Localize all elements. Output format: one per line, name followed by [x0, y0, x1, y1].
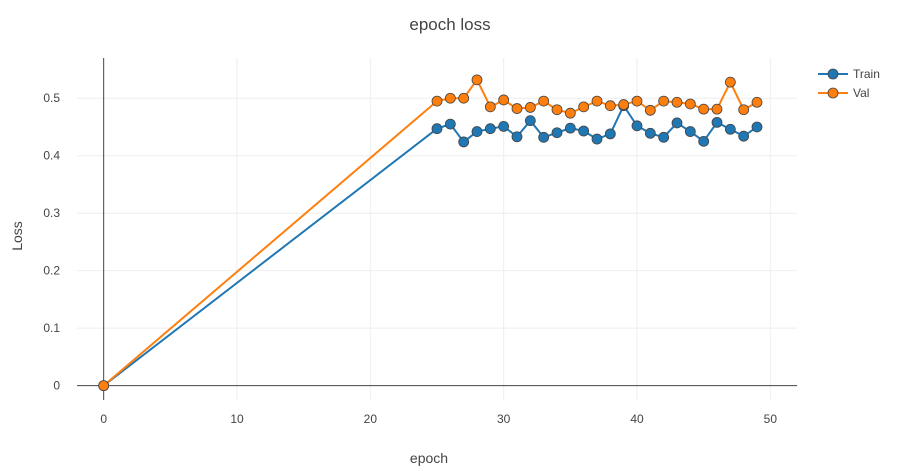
- data-point-val: [511, 103, 523, 114]
- x-tick-label: 20: [364, 412, 378, 426]
- x-tick-label: 30: [497, 412, 511, 426]
- data-point-train: [658, 131, 670, 143]
- data-point-train: [564, 122, 576, 134]
- legend: Train Val: [818, 67, 880, 100]
- x-tick-label: 40: [630, 412, 644, 426]
- data-point-train: [738, 130, 750, 142]
- data-point-train: [511, 131, 523, 143]
- data-point-val: [671, 96, 683, 108]
- data-point-val: [471, 74, 483, 86]
- data-point-val: [684, 98, 696, 110]
- data-point-train: [724, 123, 736, 135]
- data-point-train: [604, 128, 616, 140]
- data-point-train: [524, 115, 536, 127]
- data-point-val: [644, 104, 656, 116]
- data-point-train: [711, 116, 723, 128]
- data-point-val: [538, 95, 550, 107]
- data-point-train: [431, 123, 443, 135]
- grid: [77, 58, 797, 400]
- data-point-val: [604, 100, 616, 112]
- data-point-val: [524, 102, 536, 113]
- data-point-val: [724, 76, 736, 88]
- axes: [77, 58, 797, 400]
- data-point-train: [644, 127, 656, 139]
- data-point-train: [751, 121, 763, 133]
- data-point-train: [538, 131, 550, 143]
- data-point-train: [471, 126, 483, 137]
- chart-title: epoch loss: [409, 15, 490, 34]
- data-point-val: [738, 104, 750, 116]
- data-point-val: [578, 101, 590, 113]
- y-tick-label: 0: [53, 379, 60, 393]
- series-points: [98, 74, 763, 392]
- tick-labels: 0 10 20 30 40 50 0 0.1 0.2 0.3 0.4 0.5: [43, 91, 777, 426]
- y-tick-label: 0.5: [43, 91, 60, 105]
- legend-label-val: Val: [853, 86, 869, 100]
- data-point-val: [698, 103, 710, 115]
- y-tick-label: 0.2: [43, 264, 60, 278]
- data-point-train: [578, 125, 590, 137]
- data-point-train: [591, 133, 603, 145]
- data-point-val: [98, 380, 110, 392]
- x-tick-label: 0: [100, 412, 107, 426]
- series-lines: [103, 78, 758, 387]
- data-point-train: [444, 118, 456, 130]
- data-point-val: [618, 99, 630, 110]
- data-point-val: [498, 94, 510, 106]
- data-point-val: [458, 92, 470, 104]
- legend-marker-train: [827, 68, 839, 80]
- y-tick-label: 0.3: [43, 206, 60, 220]
- y-tick-label: 0.1: [43, 321, 60, 335]
- data-point-train: [631, 120, 643, 132]
- data-point-val: [444, 92, 456, 104]
- x-tick-label: 50: [764, 412, 778, 426]
- data-point-train: [671, 117, 683, 129]
- data-point-val: [751, 96, 763, 108]
- x-tick-label: 10: [230, 412, 244, 426]
- data-point-val: [711, 103, 723, 115]
- data-point-val: [551, 104, 563, 116]
- data-point-val: [431, 95, 443, 107]
- data-point-val: [631, 95, 643, 107]
- y-axis-title: Loss: [9, 221, 25, 251]
- data-point-train: [684, 126, 696, 137]
- legend-marker-val: [827, 87, 839, 99]
- data-point-train: [458, 136, 470, 148]
- data-point-val: [564, 107, 576, 119]
- series-line-train: [103, 104, 758, 387]
- legend-label-train: Train: [853, 67, 880, 81]
- data-point-train: [698, 135, 710, 147]
- data-point-val: [658, 95, 670, 107]
- data-point-val: [591, 95, 603, 107]
- data-point-val: [484, 101, 496, 113]
- data-point-train: [484, 123, 496, 135]
- x-axis-title: epoch: [410, 450, 448, 466]
- y-tick-label: 0.4: [43, 149, 60, 163]
- series-line-val: [103, 78, 758, 387]
- data-point-train: [498, 121, 510, 132]
- data-point-train: [551, 127, 563, 139]
